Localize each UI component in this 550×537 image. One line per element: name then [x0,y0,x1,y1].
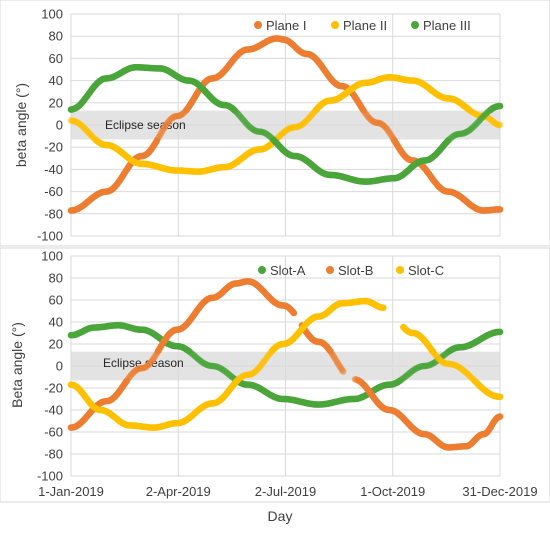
bottom-legend: Slot-A Slot-B Slot-C [258,263,444,278]
bottom-y-tick-label: 100 [41,249,63,264]
bottom-y-tick-label: 40 [49,315,63,330]
bottom-y-tick-label: 80 [49,271,63,286]
x-tick-label: 1-Jan-2019 [38,484,104,499]
data-point [497,394,504,401]
top-y-tick-label: 60 [49,51,63,66]
bottom-y-tick-label: -100 [37,469,63,484]
top-legend-marker-plane-ii [331,21,339,29]
data-point [497,206,504,213]
data-point [497,103,504,110]
data-point [497,413,504,420]
bottom-y-tick-label: 0 [56,359,63,374]
x-tick-label: 31-Dec-2019 [462,484,537,499]
x-tick-label: 1-Oct-2019 [360,484,425,499]
top-y-tick-label: 40 [49,73,63,88]
top-y-axis-title: beta angle (°) [13,83,29,167]
bottom-legend-marker-slot-b [326,266,334,274]
data-point [380,304,387,311]
bottom-legend-slot-a: Slot-A [270,263,306,278]
top-legend-plane-iii: Plane III [423,18,471,33]
bottom-legend-slot-b: Slot-B [338,263,373,278]
top-y-tick-label: -60 [44,184,63,199]
top-legend: Plane I Plane II Plane III [254,18,471,33]
x-tick-label: 2-Apr-2019 [146,484,211,499]
bottom-legend-marker-slot-c [396,266,404,274]
data-point [497,329,504,336]
bottom-y-tick-label: 60 [49,293,63,308]
top-y-tick-label: -100 [37,229,63,244]
bottom-y-tick-label: -60 [44,425,63,440]
top-legend-plane-ii: Plane II [343,18,387,33]
top-y-tick-label: -80 [44,206,63,221]
top-legend-marker-plane-iii [411,21,419,29]
bottom-legend-marker-slot-a [258,266,266,274]
bottom-panel: Eclipse season 100806040200-20-40-60-80-… [0,248,550,502]
data-point [340,368,347,375]
top-y-tick-label: 100 [41,7,63,22]
top-y-tick-label: 0 [56,118,63,133]
bottom-y-tick-label: -80 [44,447,63,462]
x-axis-title: Day [268,508,293,524]
data-point [291,310,298,317]
bottom-y-axis-title: Beta angle (°) [9,322,25,408]
top-legend-marker-plane-i [254,21,262,29]
top-y-tick-label: -20 [44,140,63,155]
top-panel: Eclipse season 100806040200-20-40-60-80-… [0,0,550,246]
top-y-tick-label: -40 [44,162,63,177]
bottom-y-tick-label: -20 [44,381,63,396]
top-y-tick-label: 80 [49,29,63,44]
data-point [497,122,504,129]
top-y-tick-label: 20 [49,95,63,110]
bottom-legend-slot-c: Slot-C [408,263,444,278]
top-legend-plane-i: Plane I [266,18,306,33]
bottom-y-tick-label: -40 [44,403,63,418]
x-tick-label: 2-Jul-2019 [255,484,316,499]
bottom-y-tick-label: 20 [49,337,63,352]
